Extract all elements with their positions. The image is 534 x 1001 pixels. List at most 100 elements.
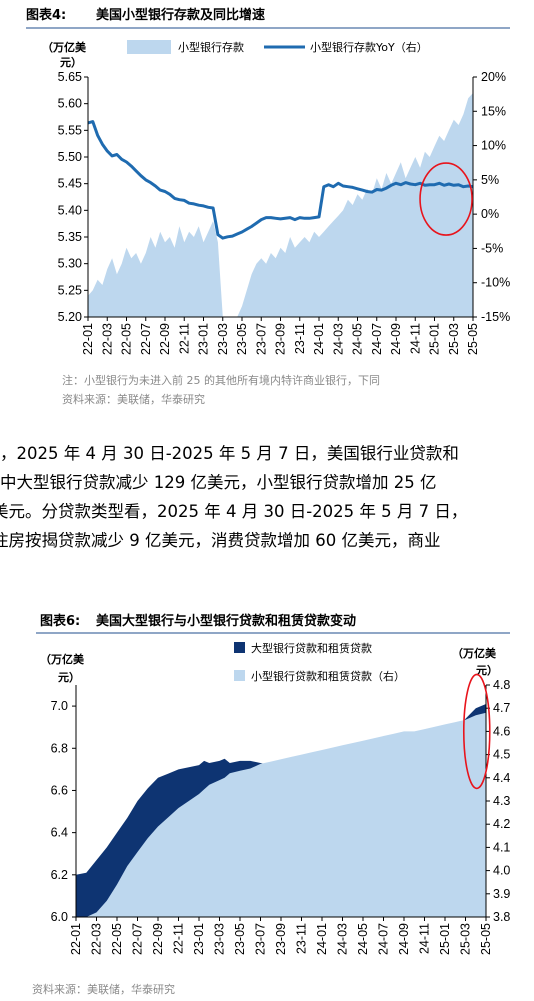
fig2-x-tick-label: 23-11 xyxy=(295,923,309,954)
fig2-source: 资料来源：美联储，华泰研究 xyxy=(32,982,175,996)
fig2-x-tick-label: 22-09 xyxy=(151,923,165,955)
fig2-right-tick-label: 3.9 xyxy=(493,887,510,901)
fig1-x-tick-label: 23-07 xyxy=(254,323,268,355)
fig2-left-tick-label: 6.8 xyxy=(51,741,68,755)
body-line-2: 中大型银行贷款减少 129 亿美元，小型银行贷款增加 25 亿 xyxy=(0,473,436,492)
fig2-x-tick-label: 22-07 xyxy=(131,923,145,955)
fig1-x-tick-label: 24-07 xyxy=(370,323,384,355)
fig2-right-tick-label: 4.4 xyxy=(493,771,510,785)
fig1-left-tick-label: 5.40 xyxy=(58,203,82,217)
fig1-legend-line-label: 小型银行存款YoY（右） xyxy=(310,40,428,54)
fig1-left-tick-label: 5.35 xyxy=(58,230,82,244)
fig2-x-tick-label: 23-07 xyxy=(254,923,268,955)
fig2-x-tick-label: 24-07 xyxy=(377,923,391,955)
fig1-x-tick-label: 23-01 xyxy=(197,323,211,355)
fig1-right-tick-label: 15% xyxy=(481,104,506,118)
fig1-left-tick-label: 5.50 xyxy=(58,150,82,164)
fig2-x-tick-label: 22-05 xyxy=(110,923,124,955)
fig1-x-tick-label: 25-01 xyxy=(428,323,442,355)
body-line-3: 美元。分贷款类型看，2025 年 4 月 30 日-2025 年 5 月 7 日… xyxy=(0,502,467,521)
fig1-x-tick-label: 22-05 xyxy=(120,323,134,355)
fig1-left-tick-label: 5.45 xyxy=(58,177,82,191)
fig1-note: 注：小型银行为未进入前 25 的其他所有境内特许商业银行，下同 xyxy=(62,373,380,387)
fig1-left-tick-label: 5.60 xyxy=(58,97,82,111)
fig1-right-tick-label: 5% xyxy=(481,173,499,187)
fig1-left-tick-label: 5.30 xyxy=(58,257,82,271)
fig2-left-tick-label: 6.0 xyxy=(51,910,68,924)
fig2-legend-large-label: 大型银行贷款和租赁贷款 xyxy=(251,641,372,655)
fig1-x-tick-label: 23-05 xyxy=(235,323,249,355)
fig2-area-small-bank-loans xyxy=(76,712,486,917)
fig1-left-tick-label: 5.65 xyxy=(58,70,82,84)
fig2-x-tick-label: 23-09 xyxy=(274,923,288,955)
fig1-right-tick-label: -10% xyxy=(481,276,510,290)
fig2-right-tick-label: 3.8 xyxy=(493,910,510,924)
fig1-y-unit-line1: （万亿美 xyxy=(42,40,87,54)
fig1-x-tick-label: 22-01 xyxy=(81,323,95,355)
fig1-right-tick-label: 0% xyxy=(481,207,499,221)
fig2-legend-small-label: 小型银行贷款和租赁贷款（右） xyxy=(251,669,405,683)
fig2-x-tick-label: 25-05 xyxy=(479,923,493,955)
fig2-y-unit-left-line2: 元） xyxy=(58,671,80,684)
fig2-x-tick-label: 22-01 xyxy=(69,923,83,955)
fig1-title: 美国小型银行存款及同比增速 xyxy=(96,7,265,23)
fig2-title: 美国大型银行与小型银行贷款和租赁贷款变动 xyxy=(96,613,356,629)
fig1-label: 图表4: xyxy=(26,7,66,23)
fig2-right-tick-label: 4.3 xyxy=(493,794,510,808)
fig1-x-tick-label: 24-11 xyxy=(408,323,422,354)
fig1-highlight-circle xyxy=(419,162,473,236)
fig2-right-tick-label: 4.7 xyxy=(493,701,510,715)
fig1-right-tick-label: -5% xyxy=(481,241,503,255)
fig1-left-tick-label: 5.55 xyxy=(58,123,82,137)
fig1-legend-area-swatch xyxy=(127,40,171,54)
fig2-x-tick-label: 25-01 xyxy=(438,923,452,955)
fig2-x-tick-label: 23-01 xyxy=(192,923,206,955)
fig1-x-tick-label: 22-07 xyxy=(139,323,153,355)
fig2-x-tick-label: 24-11 xyxy=(418,923,432,954)
fig2-x-tick-label: 25-03 xyxy=(459,923,473,955)
fig2-x-tick-label: 23-05 xyxy=(233,923,247,955)
fig1-plot: 5.20 5.25 5.30 5.35 5.40 5.45 5.50 5.55 5.60 5.65… xyxy=(58,70,511,355)
body-line-1: ，2025 年 4 月 30 日-2025 年 5 月 7 日，美国银行业贷款和 xyxy=(0,444,459,463)
fig1-right-tick-label: 20% xyxy=(481,70,506,84)
fig2-right-tick-label: 4.8 xyxy=(493,678,510,692)
fig1-left-tick-label: 5.25 xyxy=(58,283,82,297)
fig1-left-tick-label: 5.20 xyxy=(58,310,82,324)
fig1-area-small-bank-deposits xyxy=(88,93,473,317)
fig1-x-tick-label: 25-03 xyxy=(447,323,461,355)
fig2-right-tick-label: 4.5 xyxy=(493,748,510,762)
fig2-y-unit-left-line1: （万亿美 xyxy=(40,652,85,666)
fig1-x-tick-label: 23-03 xyxy=(216,323,230,355)
fig1-right-tick-label: -15% xyxy=(481,310,510,324)
fig2-right-tick-label: 4.1 xyxy=(493,840,510,854)
fig1-x-tick-label: 24-03 xyxy=(331,323,345,355)
fig2-y-unit-right-line2: 元） xyxy=(476,664,498,677)
fig2-legend-large-swatch xyxy=(234,642,245,653)
fig1-x-tick-label: 24-09 xyxy=(389,323,403,355)
fig1-x-tick-label: 22-11 xyxy=(177,323,191,354)
fig2-right-tick-label: 4.0 xyxy=(493,864,510,878)
fig1-line-yoy xyxy=(87,120,474,240)
fig2-x-tick-label: 24-09 xyxy=(397,923,411,955)
fig2-y-unit-right-line1: （万亿美 xyxy=(452,646,497,660)
fig1-x-tick-label: 22-09 xyxy=(158,323,172,355)
fig2-left-tick-label: 6.2 xyxy=(51,868,68,882)
fig1-x-tick-label: 25-05 xyxy=(466,323,480,355)
fig1-x-tick-label: 22-03 xyxy=(100,323,114,355)
fig2-left-tick-label: 6.4 xyxy=(51,826,68,840)
fig1-y-unit-line2: 元） xyxy=(60,56,82,69)
body-line-4: 住房按揭贷款减少 9 亿美元，消费贷款增加 60 亿美元，商业 xyxy=(0,531,440,550)
fig1-right-tick-label: 10% xyxy=(481,139,506,153)
fig1-x-tick-label: 24-01 xyxy=(312,323,326,355)
fig2-plot: 6.0 6.2 6.4 6.6 6.8 7.0 3.8 3.9 4.0 4.1 4.2 4.3 4.4 4… xyxy=(51,673,510,955)
fig2-right-tick-label: 4.2 xyxy=(493,817,510,831)
fig2-highlight-circle xyxy=(462,673,491,790)
fig2-x-tick-label: 24-03 xyxy=(336,923,350,955)
fig2-x-tick-label: 23-03 xyxy=(213,923,227,955)
fig2-x-tick-label: 22-03 xyxy=(90,923,104,955)
fig1-x-tick-label: 23-11 xyxy=(293,323,307,354)
fig2-left-tick-label: 6.6 xyxy=(51,783,68,797)
fig1-source: 资料来源：美联储，华泰研究 xyxy=(62,392,205,406)
fig1-x-tick-label: 23-09 xyxy=(274,323,288,355)
